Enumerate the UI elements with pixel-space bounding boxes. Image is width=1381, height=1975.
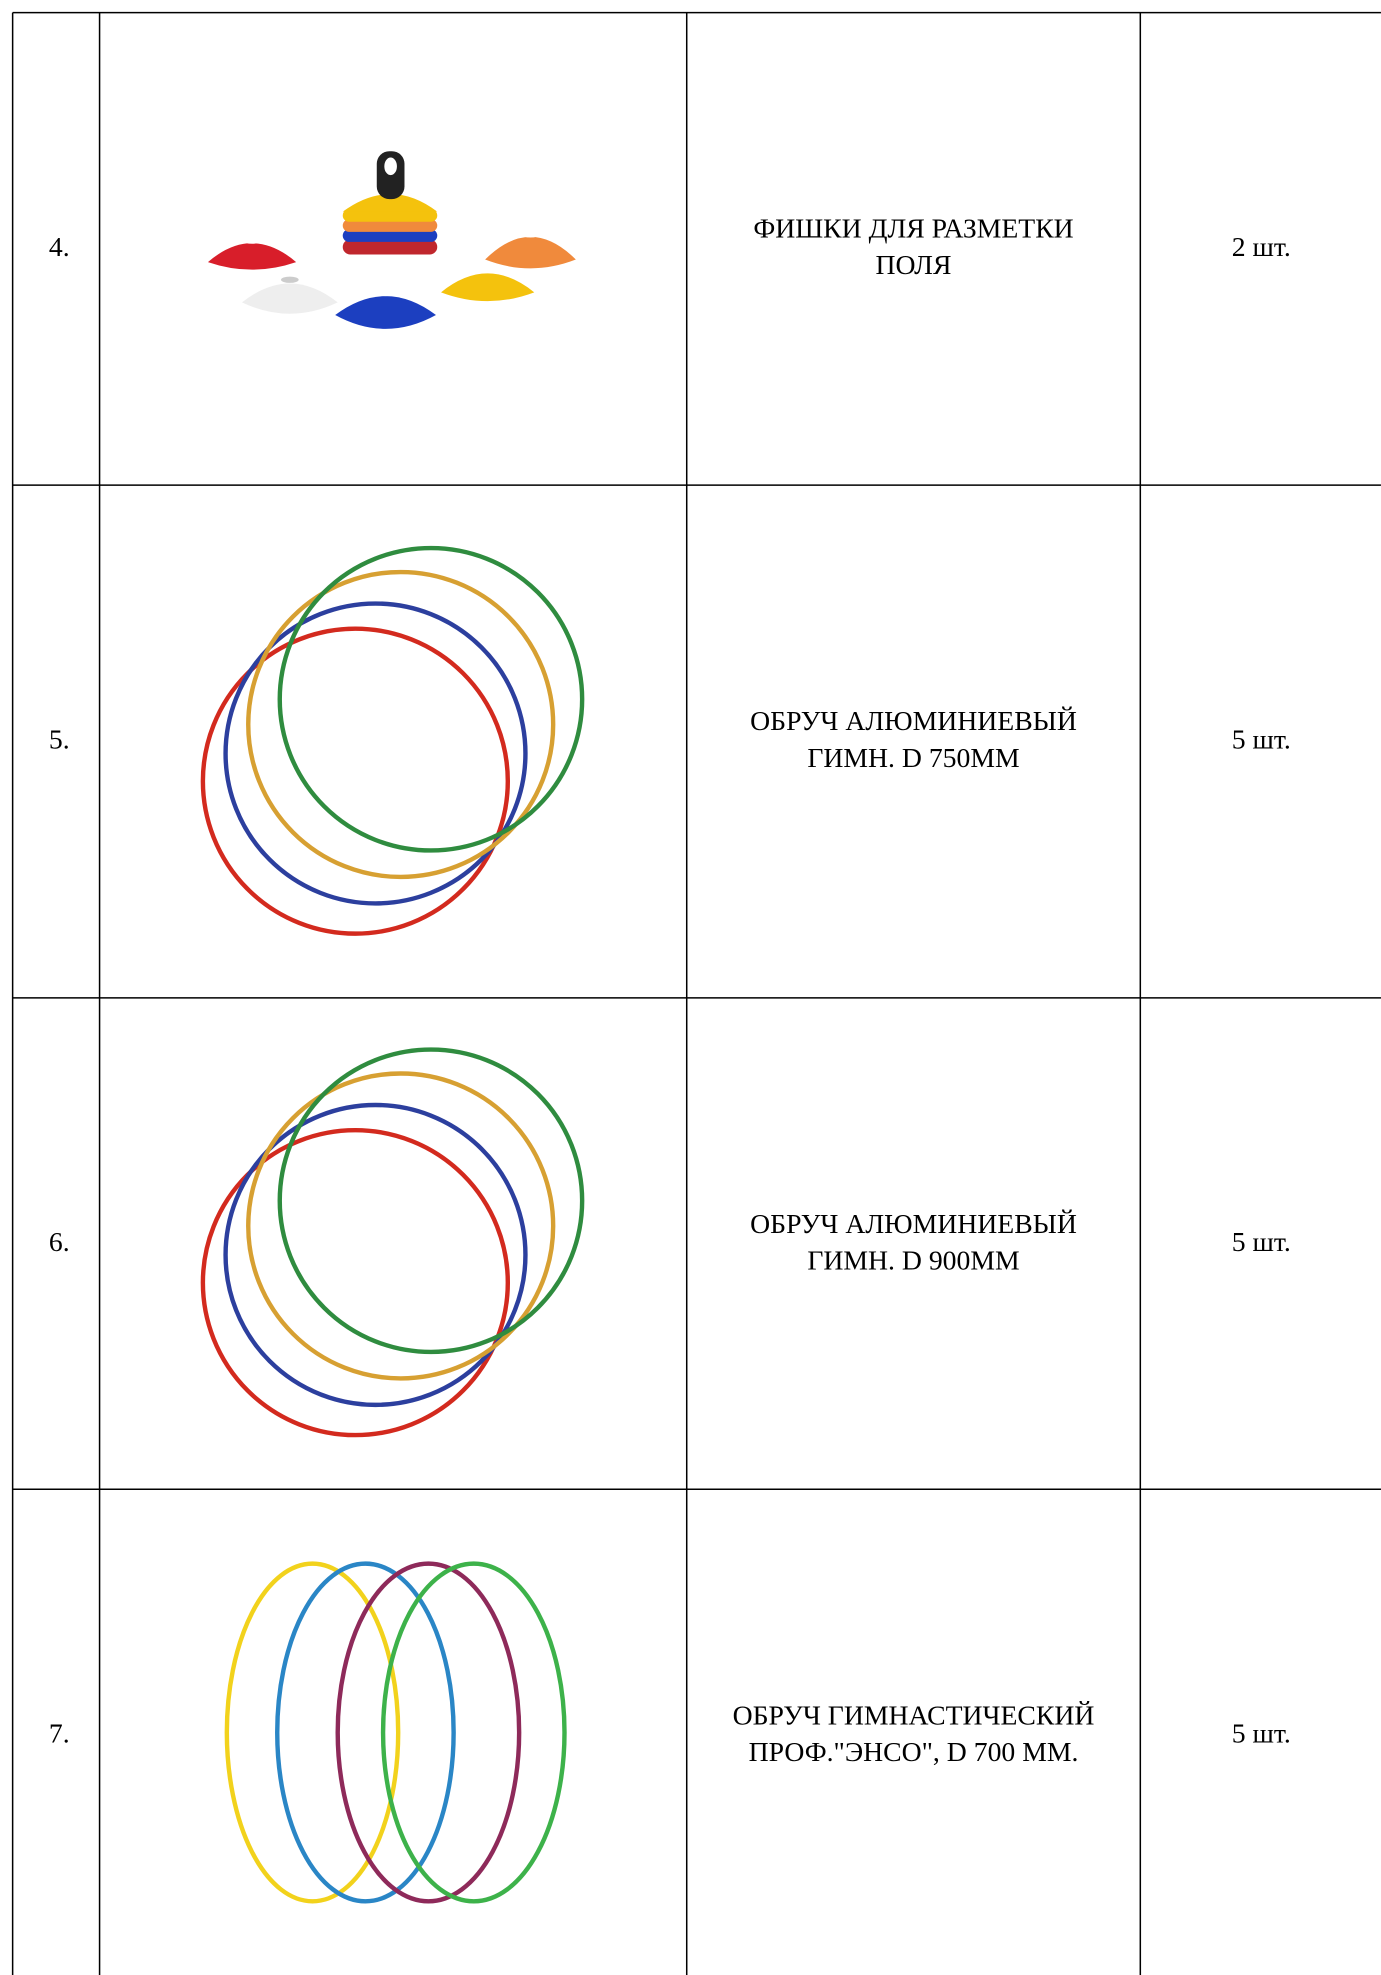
quantity: 5 шт. — [1232, 1226, 1291, 1257]
item-name: ГИМН. D 900ММ — [807, 1244, 1019, 1275]
hoops-image — [224, 1561, 567, 1904]
cones-image — [207, 151, 576, 329]
item-name: ГИМН. D 750ММ — [807, 742, 1019, 773]
item-name: ФИШКИ ДЛЯ РАЗМЕТКИ — [753, 213, 1073, 244]
table-texts: 4. ФИШКИ ДЛЯ РАЗМЕТКИ ПОЛЯ 2 шт. 5. ОБРУЧ АЛЮ… — [49, 213, 1291, 1767]
row-number: 5. — [49, 723, 70, 754]
item-name: ОБРУЧ ГИМНАСТИЧЕСКИЙ — [733, 1699, 1095, 1730]
row-number: 4. — [49, 231, 70, 262]
item-name: ПРОФ."ЭНСО", D 700 ММ. — [749, 1736, 1079, 1767]
quantity: 5 шт. — [1232, 723, 1291, 754]
row-number: 6. — [49, 1226, 70, 1257]
item-name: ПОЛЯ — [876, 249, 952, 280]
hoops-image — [200, 1047, 585, 1438]
row-number: 7. — [49, 1718, 70, 1749]
item-name: ОБРУЧ АЛЮМИНИЕВЫЙ — [750, 1208, 1077, 1239]
hoops-image — [200, 545, 585, 936]
quantity: 2 шт. — [1232, 231, 1291, 262]
table-grid — [11, 11, 1381, 1975]
item-name: ОБРУЧ АЛЮМИНИЕВЫЙ — [750, 705, 1077, 736]
quantity: 5 шт. — [1232, 1718, 1291, 1749]
